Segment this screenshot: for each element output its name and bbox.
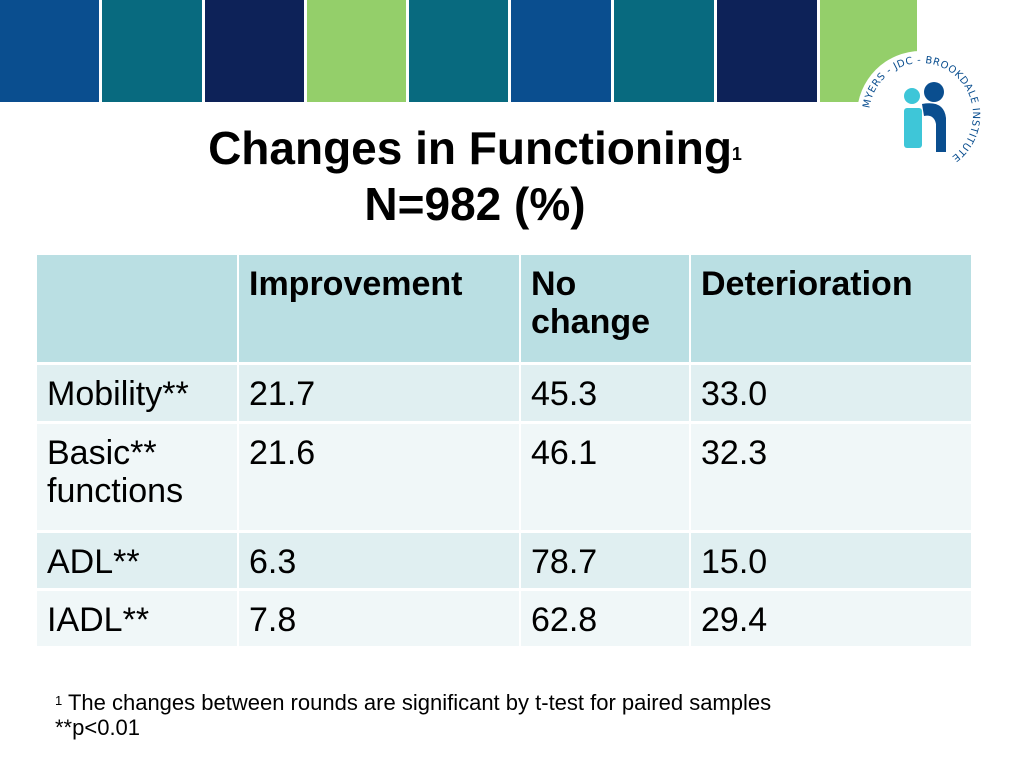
header-cell-improvement: Improvement [239, 255, 521, 365]
myers-jdc-brookdale-logo-icon: MYERS - JDC - BROOKDALE INSTITUTE [857, 51, 985, 179]
table-cell: 21.6 [239, 424, 521, 533]
table-cell: 46.1 [521, 424, 691, 533]
band-block [409, 0, 511, 102]
row-label: Basic** functions [37, 424, 239, 533]
header-cell-no-change: No change [521, 255, 691, 365]
row-label: ADL** [37, 533, 239, 591]
row-label: IADL** [37, 591, 239, 649]
table-cell: 6.3 [239, 533, 521, 591]
band-block [307, 0, 409, 102]
footnote-line-1: 1 The changes between rounds are signifi… [55, 690, 771, 715]
band-block [102, 0, 205, 102]
header-cell-deterioration: Deterioration [691, 255, 971, 365]
slide-title: Changes in Functioning1 N=982 (%) [0, 120, 950, 232]
footnote-marker: 1 [55, 693, 63, 708]
footnote-text: The changes between rounds are significa… [62, 690, 772, 715]
table-cell: 32.3 [691, 424, 971, 533]
band-block [205, 0, 307, 102]
title-footnote-marker: 1 [731, 144, 742, 164]
band-block [614, 0, 717, 102]
table-cell: 29.4 [691, 591, 971, 649]
title-line-2: N=982 (%) [364, 178, 586, 230]
row-label: Mobility** [37, 365, 239, 424]
band-block [0, 0, 102, 102]
table-row: IADL** 7.8 62.8 29.4 [37, 591, 971, 649]
band-block [717, 0, 820, 102]
table-cell: 62.8 [521, 591, 691, 649]
table-header-row: Improvement No change Deterioration [37, 255, 971, 365]
table-cell: 78.7 [521, 533, 691, 591]
table-cell: 45.3 [521, 365, 691, 424]
top-color-band [0, 0, 920, 102]
footnote: 1 The changes between rounds are signifi… [55, 690, 771, 740]
table-row: ADL** 6.3 78.7 15.0 [37, 533, 971, 591]
title-line-1: Changes in Functioning1 [0, 120, 950, 176]
table-cell: 7.8 [239, 591, 521, 649]
header-cell-empty [37, 255, 239, 365]
band-block [511, 0, 614, 102]
title-text: Changes in Functioning [208, 122, 732, 174]
table-row: Basic** functions 21.6 46.1 32.3 [37, 424, 971, 533]
table-cell: 21.7 [239, 365, 521, 424]
footnote-line-2: **p<0.01 [55, 715, 141, 740]
functioning-table: Improvement No change Deterioration Mobi… [37, 255, 971, 649]
table-row: Mobility** 21.7 45.3 33.0 [37, 365, 971, 424]
table-cell: 15.0 [691, 533, 971, 591]
table-cell: 33.0 [691, 365, 971, 424]
